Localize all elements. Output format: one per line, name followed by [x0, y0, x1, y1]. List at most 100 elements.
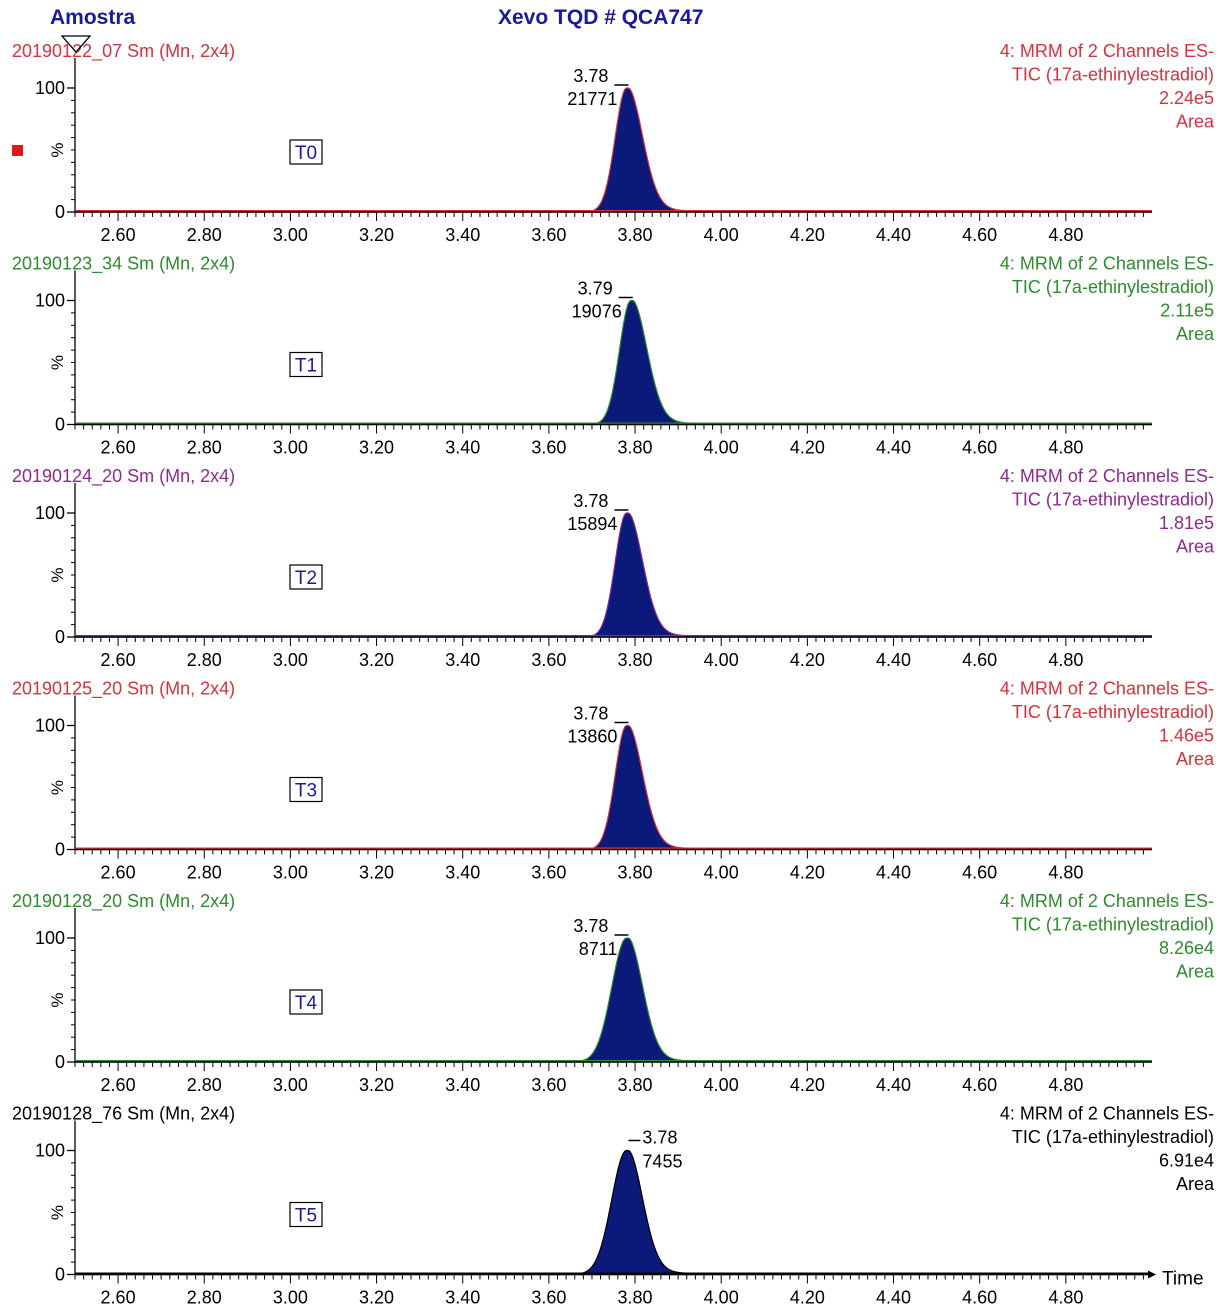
channel-info-line: TIC (17a-ethinylestradiol): [1012, 915, 1214, 935]
channel-info-line: 4: MRM of 2 Channels ES-: [1000, 254, 1214, 274]
x-tick-label: 3.20: [359, 438, 394, 458]
x-tick-label: 4.40: [876, 1075, 911, 1095]
sample-label-box: [289, 139, 323, 165]
channel-info-line: 4: MRM of 2 Channels ES-: [1000, 1104, 1214, 1124]
peak-rt-label: 3.78: [573, 491, 608, 511]
chromatogram-panel-t0: 20190122_07 Sm (Mn, 2x4) 4: MRM of 2 Chan…: [12, 41, 1215, 245]
x-tick-label: 3.40: [445, 438, 480, 458]
channel-info-line: 4: MRM of 2 Channels ES-: [1000, 679, 1214, 699]
peak-rt-label: 3.78: [573, 916, 608, 936]
x-tick-label: 2.80: [187, 863, 222, 883]
x-tick-label: 4.00: [704, 1288, 739, 1308]
x-tick-label: 4.60: [962, 438, 997, 458]
x-tick-label: 4.80: [1048, 1075, 1083, 1095]
channel-info-line: 2.24e5: [1159, 88, 1214, 108]
x-tick-label: 3.40: [445, 1288, 480, 1308]
sample-label-box: [289, 351, 323, 378]
channel-info-line: Area: [1176, 112, 1215, 132]
x-tick-label: 4.80: [1048, 1288, 1083, 1308]
x-tick-label: 2.60: [101, 650, 136, 670]
x-tick-label: 3.60: [531, 863, 566, 883]
y-axis-label: %: [48, 567, 67, 582]
x-tick-label: 4.00: [704, 863, 739, 883]
x-tick-label: 3.40: [445, 225, 480, 245]
x-tick-label: 4.00: [704, 225, 739, 245]
channel-info-line: 1.46e5: [1159, 726, 1214, 746]
x-tick-label: 3.40: [445, 863, 480, 883]
x-tick-label: 4.60: [962, 650, 997, 670]
x-tick-label: 2.60: [101, 1288, 136, 1308]
y-tick-label: 0: [55, 840, 65, 860]
x-tick-label: 4.20: [790, 438, 825, 458]
selection-marker-icon[interactable]: [12, 145, 23, 156]
x-tick-label: 3.60: [531, 1075, 566, 1095]
x-tick-label: 3.80: [618, 650, 653, 670]
x-tick-label: 4.60: [962, 1075, 997, 1095]
x-tick-label: 4.80: [1048, 225, 1083, 245]
sample-label-box: [289, 989, 323, 1015]
x-tick-label: 2.80: [187, 650, 222, 670]
x-tick-label: 3.20: [359, 1075, 394, 1095]
channel-info-line: 8.26e4: [1159, 938, 1214, 958]
x-tick-label: 3.00: [273, 1288, 308, 1308]
sample-name: 20190128_76 Sm (Mn, 2x4): [12, 1104, 235, 1125]
channel-info-line: Area: [1176, 324, 1215, 344]
peak-rt-label: 3.79: [578, 279, 613, 299]
sample-name: 20190123_34 Sm (Mn, 2x4): [12, 254, 235, 275]
channel-info-line: TIC (17a-ethinylestradiol): [1012, 490, 1214, 510]
sample-label: T2: [295, 568, 317, 589]
cursor-marker-icon: [60, 35, 92, 53]
x-tick-label: 2.60: [101, 225, 136, 245]
x-tick-label: 2.60: [101, 438, 136, 458]
y-tick-label: 0: [55, 1052, 65, 1072]
x-tick-label: 4.40: [876, 863, 911, 883]
x-tick-label: 3.80: [618, 1075, 653, 1095]
x-tick-label: 2.80: [187, 1075, 222, 1095]
x-tick-label: 3.60: [531, 650, 566, 670]
x-tick-label: 2.80: [187, 438, 222, 458]
instrument-title: Xevo TQD # QCA747: [498, 6, 704, 29]
channel-info-line: TIC (17a-ethinylestradiol): [1012, 65, 1214, 85]
x-tick-label: 4.40: [876, 225, 911, 245]
channel-info-line: TIC (17a-ethinylestradiol): [1012, 702, 1214, 722]
x-tick-label: 3.60: [531, 225, 566, 245]
channel-info-line: Area: [1176, 962, 1215, 982]
peak-rt-label: 3.78: [573, 66, 608, 86]
peak-area-label: 8711: [579, 939, 618, 959]
chromatogram-panel-t1: 20190123_34 Sm (Mn, 2x4) 4: MRM of 2 Chan…: [12, 254, 1215, 458]
peak-area-label: 21771: [567, 89, 617, 109]
sample-name: 20190125_20 Sm (Mn, 2x4): [12, 679, 235, 700]
peak-rt-label: 3.78: [642, 1128, 677, 1148]
x-tick-label: 4.20: [790, 1075, 825, 1095]
y-axis-label: %: [48, 355, 67, 370]
chromatogram-panel-t2: 20190124_20 Sm (Mn, 2x4) 4: MRM of 2 Chan…: [12, 466, 1215, 670]
x-tick-label: 3.60: [531, 438, 566, 458]
x-tick-label: 3.00: [273, 863, 308, 883]
channel-info-line: Area: [1176, 749, 1215, 769]
channel-info-line: 4: MRM of 2 Channels ES-: [1000, 41, 1214, 61]
y-axis-label: %: [48, 780, 67, 795]
x-tick-label: 4.40: [876, 1288, 911, 1308]
x-tick-label: 3.00: [273, 225, 308, 245]
x-tick-label: 3.80: [618, 863, 653, 883]
y-tick-label: 0: [55, 202, 65, 222]
x-tick-label: 4.20: [790, 650, 825, 670]
y-axis-label: %: [48, 142, 67, 157]
y-tick-label: 100: [35, 291, 65, 311]
y-tick-label: 100: [35, 928, 65, 948]
x-tick-label: 3.80: [618, 1288, 653, 1308]
y-tick-label: 0: [55, 415, 65, 435]
x-axis-arrow: [1148, 1270, 1156, 1279]
channel-info-line: Area: [1176, 1174, 1215, 1194]
amostra-title: Amostra: [50, 6, 136, 29]
sample-label-box: [289, 564, 323, 590]
channel-info-line: 4: MRM of 2 Channels ES-: [1000, 891, 1214, 911]
x-tick-label: 3.00: [273, 438, 308, 458]
x-tick-label: 4.20: [790, 863, 825, 883]
x-tick-label: 3.20: [359, 863, 394, 883]
channel-info-line: 6.91e4: [1159, 1151, 1214, 1171]
sample-label: T4: [295, 993, 318, 1014]
chromatogram-panel-t5: 20190128_76 Sm (Mn, 2x4) 4: MRM of 2 Chan…: [12, 1104, 1215, 1308]
y-tick-label: 100: [35, 716, 65, 736]
